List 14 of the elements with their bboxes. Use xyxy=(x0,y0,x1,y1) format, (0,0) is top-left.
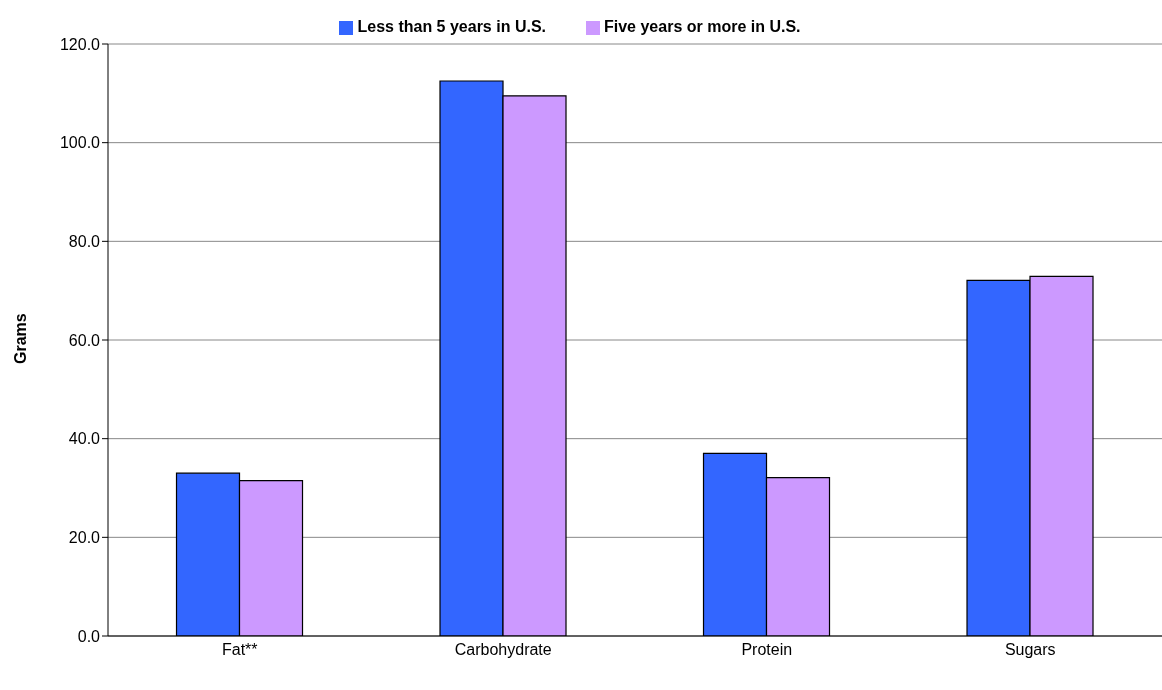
y-tick-label: 0.0 xyxy=(77,627,101,645)
y-tick-label: 100.0 xyxy=(59,134,101,152)
x-tick-label: Sugars xyxy=(1004,641,1056,659)
legend-label: Five years or more in U.S. xyxy=(604,18,801,35)
y-tick-label: 40.0 xyxy=(68,430,101,448)
y-tick-label: 80.0 xyxy=(68,233,101,251)
x-tick-label: Carbohydrate xyxy=(454,641,552,659)
legend-label: Less than 5 years in U.S. xyxy=(357,18,546,35)
x-tick-label: Fat** xyxy=(221,641,258,659)
y-tick-label: 20.0 xyxy=(68,529,101,547)
y-tick-label: 60.0 xyxy=(68,331,101,349)
y-tick-label: 120.0 xyxy=(59,35,101,53)
y-axis-title: Grams xyxy=(11,313,29,364)
x-tick-label: Protein xyxy=(741,641,793,659)
